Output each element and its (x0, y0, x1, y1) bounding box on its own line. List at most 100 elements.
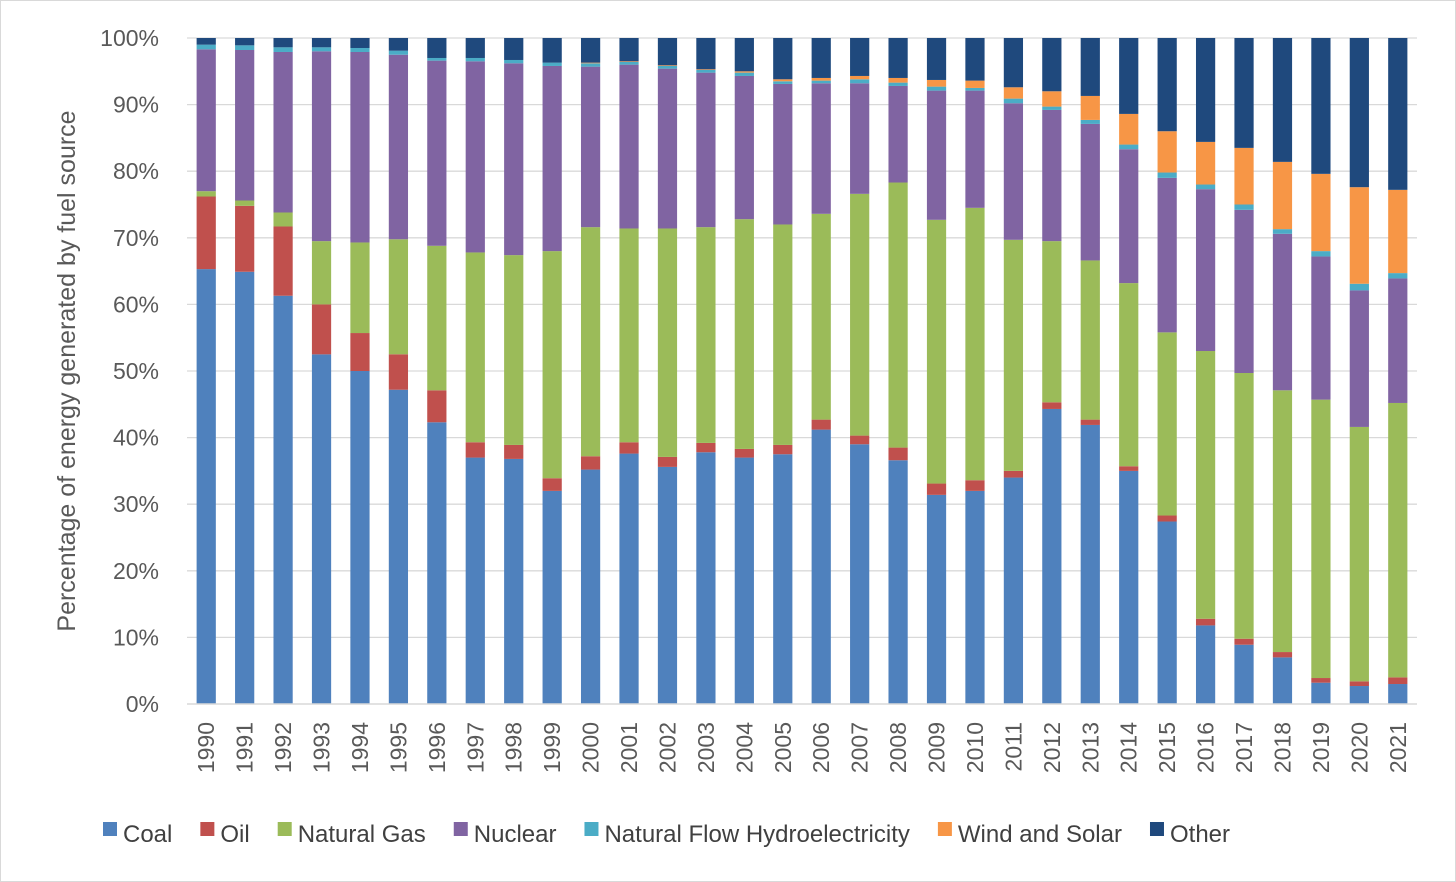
bar-segment-oil (1234, 638, 1254, 645)
bar-stack-2017 (1234, 38, 1254, 704)
bar-segment-natural-flow-hydroelectricity (580, 63, 601, 67)
bar-segment-natural-flow-hydroelectricity (388, 50, 409, 55)
x-tick-label: 2010 (962, 722, 988, 773)
bar-segment-natural-flow-hydroelectricity (311, 47, 332, 52)
x-tick-label: 1998 (501, 722, 527, 773)
bar-segment-natural-flow-hydroelectricity (773, 81, 793, 84)
bar-segment-coal (504, 458, 524, 704)
x-tick-label: 2007 (847, 722, 873, 773)
bar-segment-natural-flow-hydroelectricity (465, 57, 485, 62)
x-tick-label: 2021 (1385, 722, 1411, 773)
x-tick-label: 2005 (770, 722, 796, 773)
bar-stack-2003 (696, 38, 716, 704)
bar-segment-other (696, 38, 716, 70)
bar-segment-other (888, 38, 908, 78)
bar-segment-wind-and-solar (1003, 87, 1024, 99)
bar-segment-nuclear (1388, 278, 1408, 403)
bar-segment-natural-flow-hydroelectricity (1195, 184, 1216, 190)
bar-segment-oil (888, 447, 908, 461)
bar-segment-other (1195, 38, 1216, 142)
bar-segment-natural-gas (465, 252, 485, 443)
bar-stack-2010 (965, 38, 985, 704)
bar-segment-wind-and-solar (580, 62, 601, 64)
bar-segment-wind-and-solar (1195, 141, 1216, 185)
bar-segment-nuclear (1003, 103, 1024, 240)
bar-segment-wind-and-solar (1042, 91, 1062, 107)
bar-segment-natural-flow-hydroelectricity (1042, 106, 1062, 110)
bar-stack-2000 (580, 38, 601, 704)
legend-item-coal: Coal (103, 821, 172, 848)
bar-stack-2006 (811, 38, 831, 704)
bar-segment-nuclear (273, 51, 293, 213)
bar-segment-natural-flow-hydroelectricity (1234, 204, 1254, 210)
bar-segment-coal (1388, 684, 1408, 704)
bar-segment-wind-and-solar (734, 71, 754, 73)
bar-segment-coal (1119, 470, 1139, 704)
bar-segment-coal (1080, 424, 1100, 704)
bar-segment-coal (1349, 686, 1369, 704)
bar-stack-2002 (657, 38, 678, 704)
bar-segment-other (734, 38, 754, 72)
bar-segment-coal (311, 354, 332, 704)
bar-segment-natural-flow-hydroelectricity (273, 47, 293, 52)
legend: Coal Oil Natural Gas Nuclear Natural Flow Hy… (103, 821, 1230, 848)
bar-segment-wind-and-solar (619, 61, 639, 62)
bar-segment-nuclear (696, 72, 716, 228)
bar-segment-coal (350, 371, 370, 704)
bar-segment-nuclear (311, 51, 332, 242)
x-tick-label: 2014 (1116, 722, 1142, 773)
bar-segment-other (1119, 38, 1139, 114)
bar-segment-natural-gas (196, 191, 216, 197)
x-tick-label: 1994 (347, 722, 373, 773)
bar-segment-other (311, 38, 332, 48)
bar-segment-natural-gas (350, 242, 370, 334)
bar-segment-coal (1272, 657, 1293, 704)
legend-label: Natural Gas (298, 821, 426, 848)
bar-segment-coal (273, 295, 293, 704)
bar-segment-natural-gas (580, 227, 601, 457)
legend-label: Other (1170, 821, 1230, 848)
bar-segment-coal (619, 453, 639, 704)
x-tick-label: 1995 (385, 722, 411, 773)
legend-swatch (277, 822, 292, 836)
bar-stack-2018 (1272, 38, 1293, 704)
legend-label: Natural Flow Hydroelectricity (604, 821, 909, 848)
y-axis-title: Percentage of energy generated by fuel s… (53, 110, 81, 631)
bar-segment-coal (235, 271, 255, 704)
bar-segment-other (580, 38, 601, 63)
bar-segment-wind-and-solar (1080, 95, 1100, 120)
bar-segment-natural-flow-hydroelectricity (619, 61, 639, 65)
bar-segment-other (465, 38, 485, 58)
bar-segment-coal (465, 457, 485, 704)
bar-segment-coal (542, 490, 562, 704)
bar-segment-nuclear (926, 90, 947, 220)
bar-segment-nuclear (1195, 189, 1216, 352)
bar-segment-wind-and-solar (696, 69, 716, 70)
x-tick-label: 2015 (1154, 722, 1180, 773)
bar-stack-2012 (1042, 38, 1062, 704)
x-tick-label: 1996 (424, 722, 450, 773)
bar-segment-oil (196, 196, 216, 270)
bar-segment-oil (1349, 681, 1369, 687)
bar-segment-wind-and-solar (1349, 187, 1369, 284)
bar-stack-1994 (350, 38, 370, 704)
bar-segment-oil (1388, 677, 1408, 685)
bar-segment-other (1349, 38, 1369, 188)
bar-stack-1995 (388, 38, 409, 704)
bar-segment-other (196, 38, 216, 45)
bar-stack-2020 (1349, 38, 1369, 704)
bar-segment-wind-and-solar (965, 80, 985, 88)
bar-segment-natural-flow-hydroelectricity (350, 47, 370, 52)
bar-segment-wind-and-solar (1234, 147, 1254, 205)
bar-stack-1998 (504, 38, 524, 704)
y-tick-label: 60% (113, 291, 159, 317)
bar-segment-oil (657, 456, 678, 467)
bar-segment-nuclear (580, 66, 601, 228)
bar-segment-natural-flow-hydroelectricity (1119, 144, 1139, 150)
bar-segment-oil (350, 333, 370, 371)
bar-segment-coal (773, 454, 793, 704)
bar-segment-other (1157, 38, 1177, 132)
x-tick-label: 1997 (462, 722, 488, 773)
bar-segment-nuclear (1080, 123, 1100, 261)
bar-segment-nuclear (657, 68, 678, 229)
